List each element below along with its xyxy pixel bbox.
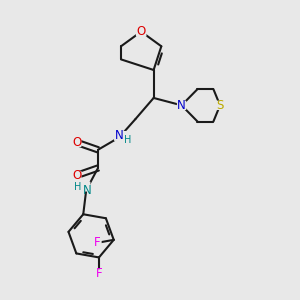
Text: O: O (72, 136, 81, 149)
Text: S: S (216, 99, 224, 112)
FancyBboxPatch shape (114, 131, 131, 141)
FancyBboxPatch shape (93, 238, 102, 247)
Text: N: N (115, 129, 124, 142)
FancyBboxPatch shape (72, 138, 82, 147)
Text: O: O (136, 25, 146, 38)
Text: H: H (124, 135, 132, 145)
FancyBboxPatch shape (177, 100, 186, 110)
Text: F: F (96, 267, 102, 280)
Text: O: O (72, 169, 81, 182)
Text: N: N (177, 99, 186, 112)
FancyBboxPatch shape (73, 182, 91, 192)
FancyBboxPatch shape (72, 171, 82, 180)
FancyBboxPatch shape (95, 269, 103, 278)
Text: N: N (83, 184, 92, 197)
FancyBboxPatch shape (216, 100, 224, 110)
Text: H: H (74, 182, 82, 192)
Text: F: F (94, 236, 101, 249)
FancyBboxPatch shape (136, 27, 146, 37)
